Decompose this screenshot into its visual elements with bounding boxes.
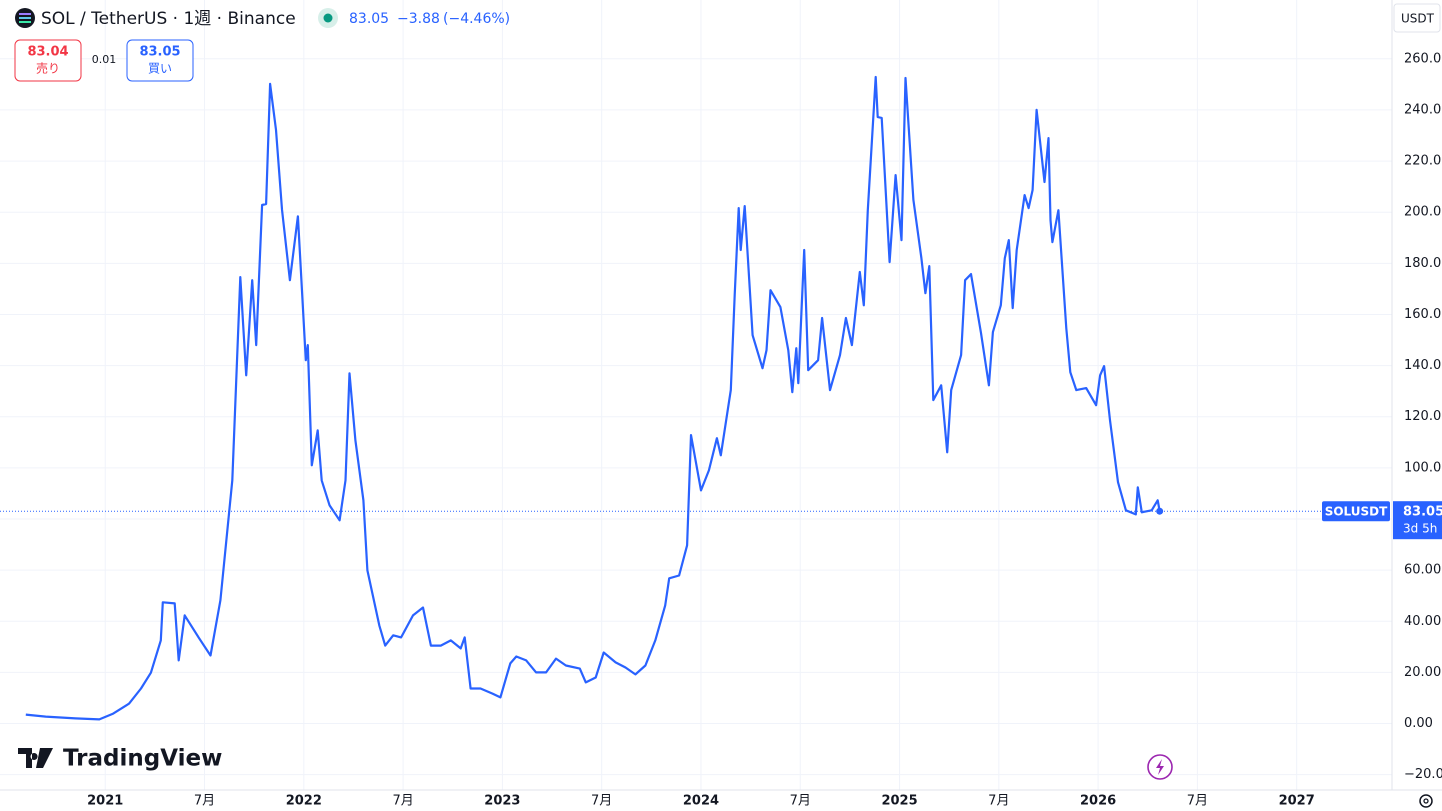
- series-name-tag: [1322, 501, 1390, 522]
- y-tick-label: 120.00: [1404, 409, 1442, 424]
- y-tick-label: 40.00: [1404, 614, 1441, 629]
- y-tick-label: 140.00: [1404, 358, 1442, 373]
- x-tick-label: 7月: [790, 794, 811, 809]
- sell-button-box: [14, 39, 82, 82]
- bar-countdown: 3d 5h: [1403, 522, 1437, 536]
- y-tick-label: 260.00: [1404, 51, 1442, 66]
- logo-stripe: [19, 21, 31, 23]
- symbol-header[interactable]: SOL / TetherUS · 1週 · Binance: [15, 8, 296, 29]
- y-tick-label: 220.00: [1404, 154, 1442, 169]
- sell-label: 売り: [36, 61, 60, 76]
- x-tick-label: 7月: [591, 794, 612, 809]
- last-point: [1156, 507, 1164, 515]
- x-tick-label: 2027: [1279, 794, 1315, 809]
- buy-button-box: [126, 39, 194, 82]
- brand-logo[interactable]: TradingView: [18, 746, 222, 772]
- y-tick-label: 240.00: [1404, 102, 1442, 117]
- y-tick-label: 0.00: [1404, 716, 1433, 731]
- x-tick-label: 7月: [392, 794, 413, 809]
- sell-price: 83.04: [27, 45, 68, 60]
- spread: 0.01: [92, 53, 117, 66]
- y-tick-label: 20.00: [1404, 665, 1441, 680]
- market-status-dot: [323, 13, 333, 23]
- y-tick-label: 100.00: [1404, 460, 1442, 475]
- series-name: SOLUSDT: [1325, 505, 1388, 519]
- brand-name: TradingView: [63, 746, 222, 772]
- x-tick-label: 2025: [881, 794, 917, 809]
- plot-area: [0, 75, 1392, 721]
- currency-label: USDT: [1401, 12, 1435, 26]
- x-tick-label: 7月: [988, 794, 1009, 809]
- buy-button[interactable]: 83.05 買い: [126, 39, 194, 82]
- x-tick-label: 7月: [1187, 794, 1208, 809]
- symbol-title: SOL / TetherUS · 1週 · Binance: [41, 9, 296, 29]
- logo-stripe: [19, 13, 31, 15]
- y-tick-label: 160.00: [1404, 307, 1442, 322]
- y-tick-label: 200.00: [1404, 205, 1442, 220]
- settings-icon: [1419, 794, 1433, 808]
- last-price-tag: [1393, 501, 1442, 540]
- logo-stripe: [19, 17, 31, 19]
- x-tick-label: 2026: [1080, 794, 1116, 809]
- x-tick-label: 2024: [683, 794, 719, 809]
- sell-button[interactable]: 83.04 売り: [14, 39, 82, 82]
- x-tick-label: 2023: [484, 794, 520, 809]
- settings-button[interactable]: [1419, 794, 1433, 808]
- lightning-button[interactable]: [1147, 754, 1173, 780]
- currency-box: [1393, 3, 1441, 33]
- x-tick-label: 2022: [286, 794, 322, 809]
- lightning-icon: [1156, 759, 1164, 775]
- buy-label: 買い: [148, 62, 172, 76]
- currency-button[interactable]: USDT: [1393, 3, 1441, 33]
- quote-change-pct: (−4.46%): [443, 11, 510, 27]
- grid: [0, 0, 1392, 790]
- x-tick-label: 7月: [194, 794, 215, 809]
- brand-icon: [18, 748, 53, 768]
- price-line: [25, 75, 1161, 721]
- settings-icon-center: [1423, 798, 1429, 804]
- y-tick-label: −20.00: [1404, 767, 1442, 782]
- last-price-label: 83.05: [1403, 505, 1442, 520]
- quote-last: 83.05: [349, 11, 389, 27]
- buy-price: 83.05: [139, 45, 180, 60]
- y-tick-label: 60.00: [1404, 563, 1441, 578]
- y-tick-label: 180.00: [1404, 256, 1442, 271]
- x-tick-label: 2021: [87, 794, 123, 809]
- quote-change: −3.88: [397, 11, 440, 27]
